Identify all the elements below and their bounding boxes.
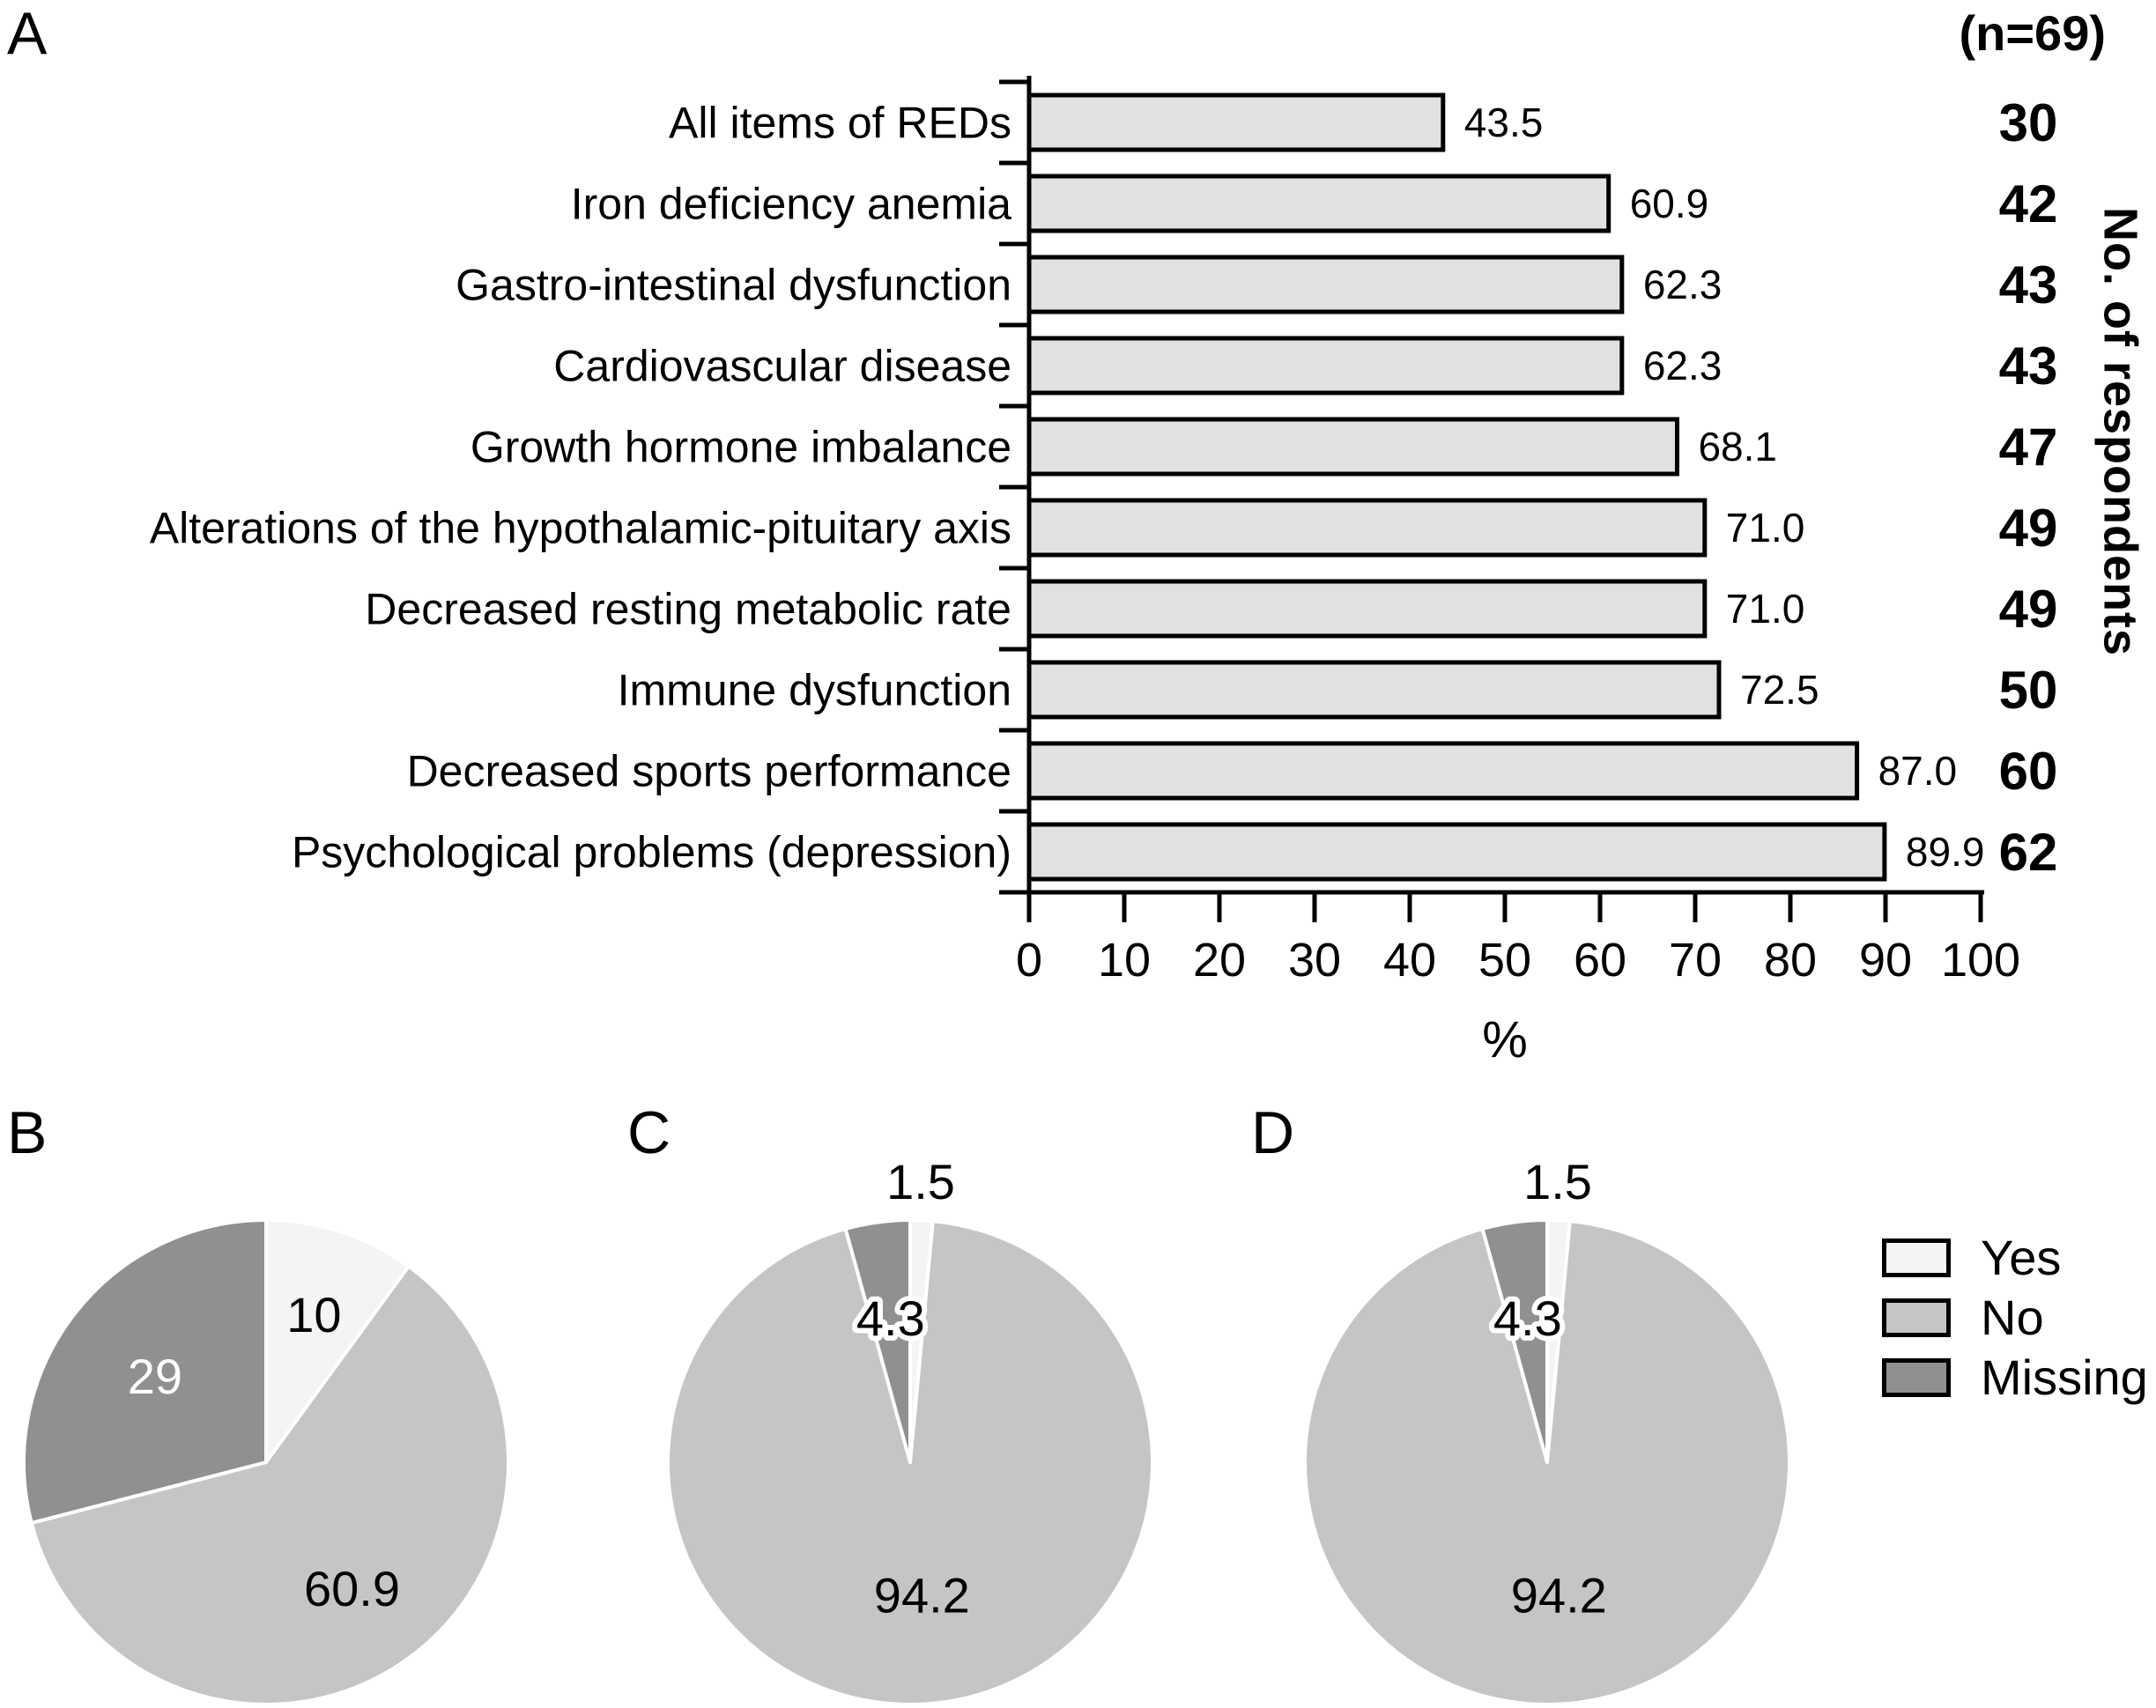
pie-b-value-label: 10 xyxy=(286,1287,341,1342)
pie-b-value-label: 60.9 xyxy=(304,1561,400,1616)
pie-d-value-label: 4.3 xyxy=(1493,1290,1562,1346)
respondent-count: 60 xyxy=(1999,742,2058,801)
bar-category-label: Iron deficiency anemia xyxy=(571,180,1011,229)
respondent-count: 43 xyxy=(1999,255,2058,314)
sample-size-label: (n=69) xyxy=(1959,5,2107,61)
pie-c-value-label: 94.2 xyxy=(874,1567,970,1623)
legend-swatch-missing xyxy=(1882,1358,1951,1397)
pie-d-value-label: 1.5 xyxy=(1523,1154,1592,1209)
respondent-count: 49 xyxy=(1999,580,2058,639)
bar-category-label: Growth hormone imbalance xyxy=(470,423,1011,472)
pie-d-slice-missing xyxy=(1480,1218,1549,1464)
legend-item-missing: Missing xyxy=(1882,1353,2148,1402)
bar xyxy=(1026,498,1708,558)
x-axis-tick-label: 10 xyxy=(1098,934,1151,987)
legend-swatch-no xyxy=(1882,1298,1951,1337)
bar-value-label: 71.0 xyxy=(1726,505,1805,551)
bar-category-label: All items of REDs xyxy=(669,99,1011,148)
pie-c-slice-missing xyxy=(843,1218,912,1464)
x-axis-tick-label: 30 xyxy=(1288,934,1341,987)
bar xyxy=(1026,417,1679,477)
bar xyxy=(1026,822,1887,882)
legend: Yes No Missing xyxy=(1882,1233,2148,1418)
pie-c-value-label: 4.3 xyxy=(856,1290,925,1346)
bar xyxy=(1026,92,1446,152)
legend-item-no: No xyxy=(1882,1293,2148,1342)
bar-category-label: Alterations of the hypothalamic-pituitar… xyxy=(150,504,1011,553)
bar xyxy=(1026,741,1860,801)
x-axis-tick-label: 20 xyxy=(1193,934,1246,987)
pie-d-value-label: 94.2 xyxy=(1511,1567,1607,1623)
bar-chart-svg: 0 10 20 30 40 50 60 70 80 90 100% All items of REDs… xyxy=(150,76,2058,1068)
respondent-count: 50 xyxy=(1999,661,2058,720)
pie-b-slice-no xyxy=(29,1264,510,1706)
bar-value-label: 60.9 xyxy=(1630,181,1709,226)
panel-b-label: B xyxy=(7,1099,48,1166)
pie-chart-b-svg: 10 60.9 29 xyxy=(22,1218,510,1706)
bar-value-label: 72.5 xyxy=(1740,667,1819,713)
pie-chart-d-svg: 1.5 94.2 4.3 xyxy=(1303,1154,1791,1706)
bar-category-label: Psychological problems (depression) xyxy=(292,828,1011,877)
x-axis-tick-label: 80 xyxy=(1764,934,1817,987)
pie-b-slice-missing xyxy=(22,1218,268,1525)
x-axis-tick-label: 0 xyxy=(1016,934,1042,987)
respondent-count: 47 xyxy=(1999,418,2058,477)
bar-category-label: Cardiovascular disease xyxy=(553,342,1011,391)
bar-category-label: Gastro-intestinal dysfunction xyxy=(456,261,1011,310)
legend-item-yes: Yes xyxy=(1882,1233,2148,1283)
bar-value-label: 89.9 xyxy=(1906,829,1985,875)
respondent-count: 42 xyxy=(1999,174,2058,233)
pie-chart-c-svg: 1.5 94.2 4.3 xyxy=(666,1154,1154,1706)
bar xyxy=(1026,579,1708,639)
pie-c-value-label: 1.5 xyxy=(886,1154,955,1209)
legend-item-label: No xyxy=(1981,1290,2044,1345)
bar xyxy=(1026,255,1625,314)
bar xyxy=(1026,660,1722,720)
respondent-count: 49 xyxy=(1999,499,2058,558)
respondent-count: 43 xyxy=(1999,336,2058,396)
x-axis-tick-label: 90 xyxy=(1859,934,1912,987)
pie-b-value-label: 29 xyxy=(128,1349,182,1404)
panel-c-label: C xyxy=(627,1099,671,1166)
bar-value-label: 62.3 xyxy=(1643,262,1723,307)
right-axis-label: No. of respondents xyxy=(2093,206,2147,656)
x-axis-tick-label: 50 xyxy=(1478,934,1531,987)
legend-item-label: Missing xyxy=(1981,1349,2148,1405)
bar-value-label: 62.3 xyxy=(1643,343,1723,388)
legend-swatch-yes xyxy=(1882,1238,1951,1277)
panel-d-label: D xyxy=(1251,1099,1295,1166)
x-axis-tick-label: 60 xyxy=(1574,934,1626,987)
bar-value-label: 68.1 xyxy=(1698,424,1777,470)
legend-item-label: Yes xyxy=(1981,1230,2062,1285)
bar xyxy=(1026,336,1625,396)
bar-category-label: Immune dysfunction xyxy=(618,666,1011,715)
respondent-count: 62 xyxy=(1999,823,2058,882)
respondent-count: 30 xyxy=(1999,93,2058,152)
x-axis-tick-label: 100 xyxy=(1941,934,2020,987)
x-axis-tick-label: 70 xyxy=(1669,934,1722,987)
bar-value-label: 43.5 xyxy=(1464,100,1544,145)
bar-category-label: Decreased resting metabolic rate xyxy=(365,585,1011,634)
x-axis-tick-label: 40 xyxy=(1383,934,1436,987)
bar-category-label: Decreased sports performance xyxy=(407,747,1011,796)
bar xyxy=(1026,174,1611,233)
x-axis-title: % xyxy=(1482,1011,1528,1068)
panel-a-label: A xyxy=(7,0,48,67)
pie-b-slice-yes xyxy=(264,1218,411,1464)
bar-value-label: 87.0 xyxy=(1878,748,1958,794)
bar-value-label: 71.0 xyxy=(1726,586,1805,632)
